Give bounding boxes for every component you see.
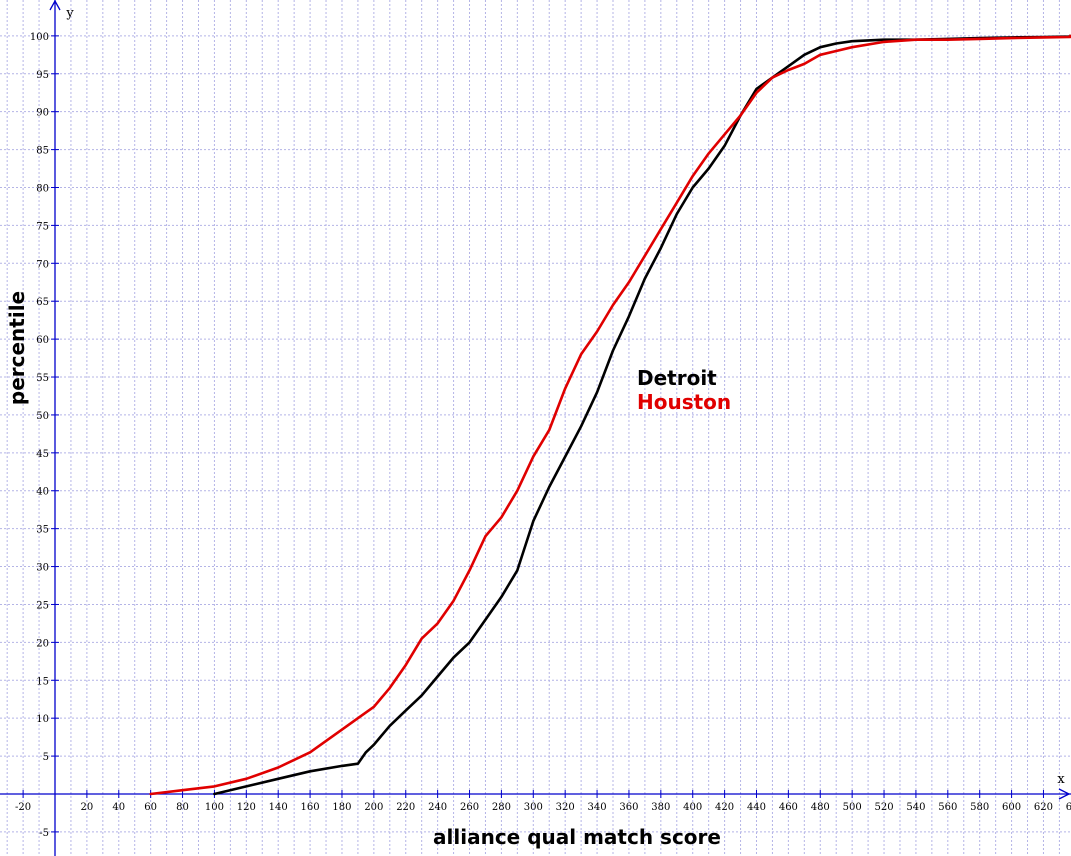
y-tick-label: 15 <box>36 676 49 687</box>
legend-label-detroit: Detroit <box>637 366 717 390</box>
y-tick-label: 65 <box>36 297 49 308</box>
y-tick-label: 45 <box>36 449 49 460</box>
y-tick-label: 100 <box>30 32 49 43</box>
series-line-detroit <box>213 34 1071 796</box>
legend: Detroit Houston <box>637 366 731 414</box>
y-tick-label: 85 <box>36 146 49 157</box>
x-tick-label: 460 <box>779 802 798 813</box>
y-tick-label: 20 <box>36 638 49 649</box>
legend-label-houston: Houston <box>637 390 731 414</box>
x-tick-label: 360 <box>619 802 638 813</box>
x-tick-label: 40 <box>112 802 125 813</box>
y-axis-title: percentile <box>5 291 29 405</box>
y-tick-label: 80 <box>36 183 49 194</box>
y-tick-label: 95 <box>36 70 49 81</box>
y-tick-label: 25 <box>36 600 49 611</box>
x-tick-label: 180 <box>332 802 351 813</box>
series-line-houston <box>149 34 1071 796</box>
x-tick-label: 440 <box>747 802 766 813</box>
tick-labels: -20 20 40 60 80 100 120 140 160 180 200 220 240 260 28… <box>15 32 1071 839</box>
y-tick-label: 40 <box>36 487 49 498</box>
x-tick-label: 580 <box>970 802 989 813</box>
x-tick-label: 320 <box>556 802 575 813</box>
y-tick-label: 35 <box>36 525 49 536</box>
x-tick-label: 500 <box>843 802 862 813</box>
x-tick-label: 380 <box>651 802 670 813</box>
y-axis-name: y <box>65 6 74 21</box>
y-tick-label: 50 <box>36 411 49 422</box>
x-tick-label: 600 <box>1002 802 1021 813</box>
x-axis-title: alliance qual match score <box>433 825 721 849</box>
x-tick-label: 520 <box>874 802 893 813</box>
x-tick-label: 620 <box>1034 802 1053 813</box>
y-tick-label: 55 <box>36 373 49 384</box>
x-tick-label: 220 <box>396 802 415 813</box>
x-tick-label: 420 <box>715 802 734 813</box>
y-tick-label: 70 <box>36 259 49 270</box>
y-tick-label: 90 <box>36 108 49 119</box>
y-tick-label: 75 <box>36 221 49 232</box>
x-tick-label: 120 <box>237 802 256 813</box>
x-tick-label: 100 <box>205 802 224 813</box>
x-tick-label: 140 <box>269 802 288 813</box>
x-tick-label: 300 <box>524 802 543 813</box>
x-tick-label: 160 <box>301 802 320 813</box>
x-tick-label: 640 <box>1066 802 1071 813</box>
x-tick-label: 260 <box>460 802 479 813</box>
y-tick-label: 60 <box>36 335 49 346</box>
y-tick-label: 5 <box>43 752 49 763</box>
x-tick-label: 480 <box>811 802 830 813</box>
x-tick-label: 340 <box>588 802 607 813</box>
y-tick-label: -5 <box>39 828 49 839</box>
x-tick-label: 20 <box>81 802 94 813</box>
x-tick-label: 240 <box>428 802 447 813</box>
x-tick-label: 80 <box>176 802 189 813</box>
x-tick-label: 200 <box>364 802 383 813</box>
y-axis-arrow-icon <box>49 0 61 11</box>
x-axis-arrow-icon <box>1058 788 1071 800</box>
x-tick-label: -20 <box>15 802 31 813</box>
y-tick-label: 30 <box>36 563 49 574</box>
x-tick-label: 560 <box>938 802 957 813</box>
series-lines <box>149 34 1071 796</box>
x-tick-label: 60 <box>144 802 157 813</box>
x-tick-label: 540 <box>906 802 925 813</box>
y-tick-label: 10 <box>36 714 49 725</box>
x-tick-label: 280 <box>492 802 511 813</box>
x-tick-label: 400 <box>683 802 702 813</box>
x-axis-name: x <box>1057 772 1065 787</box>
